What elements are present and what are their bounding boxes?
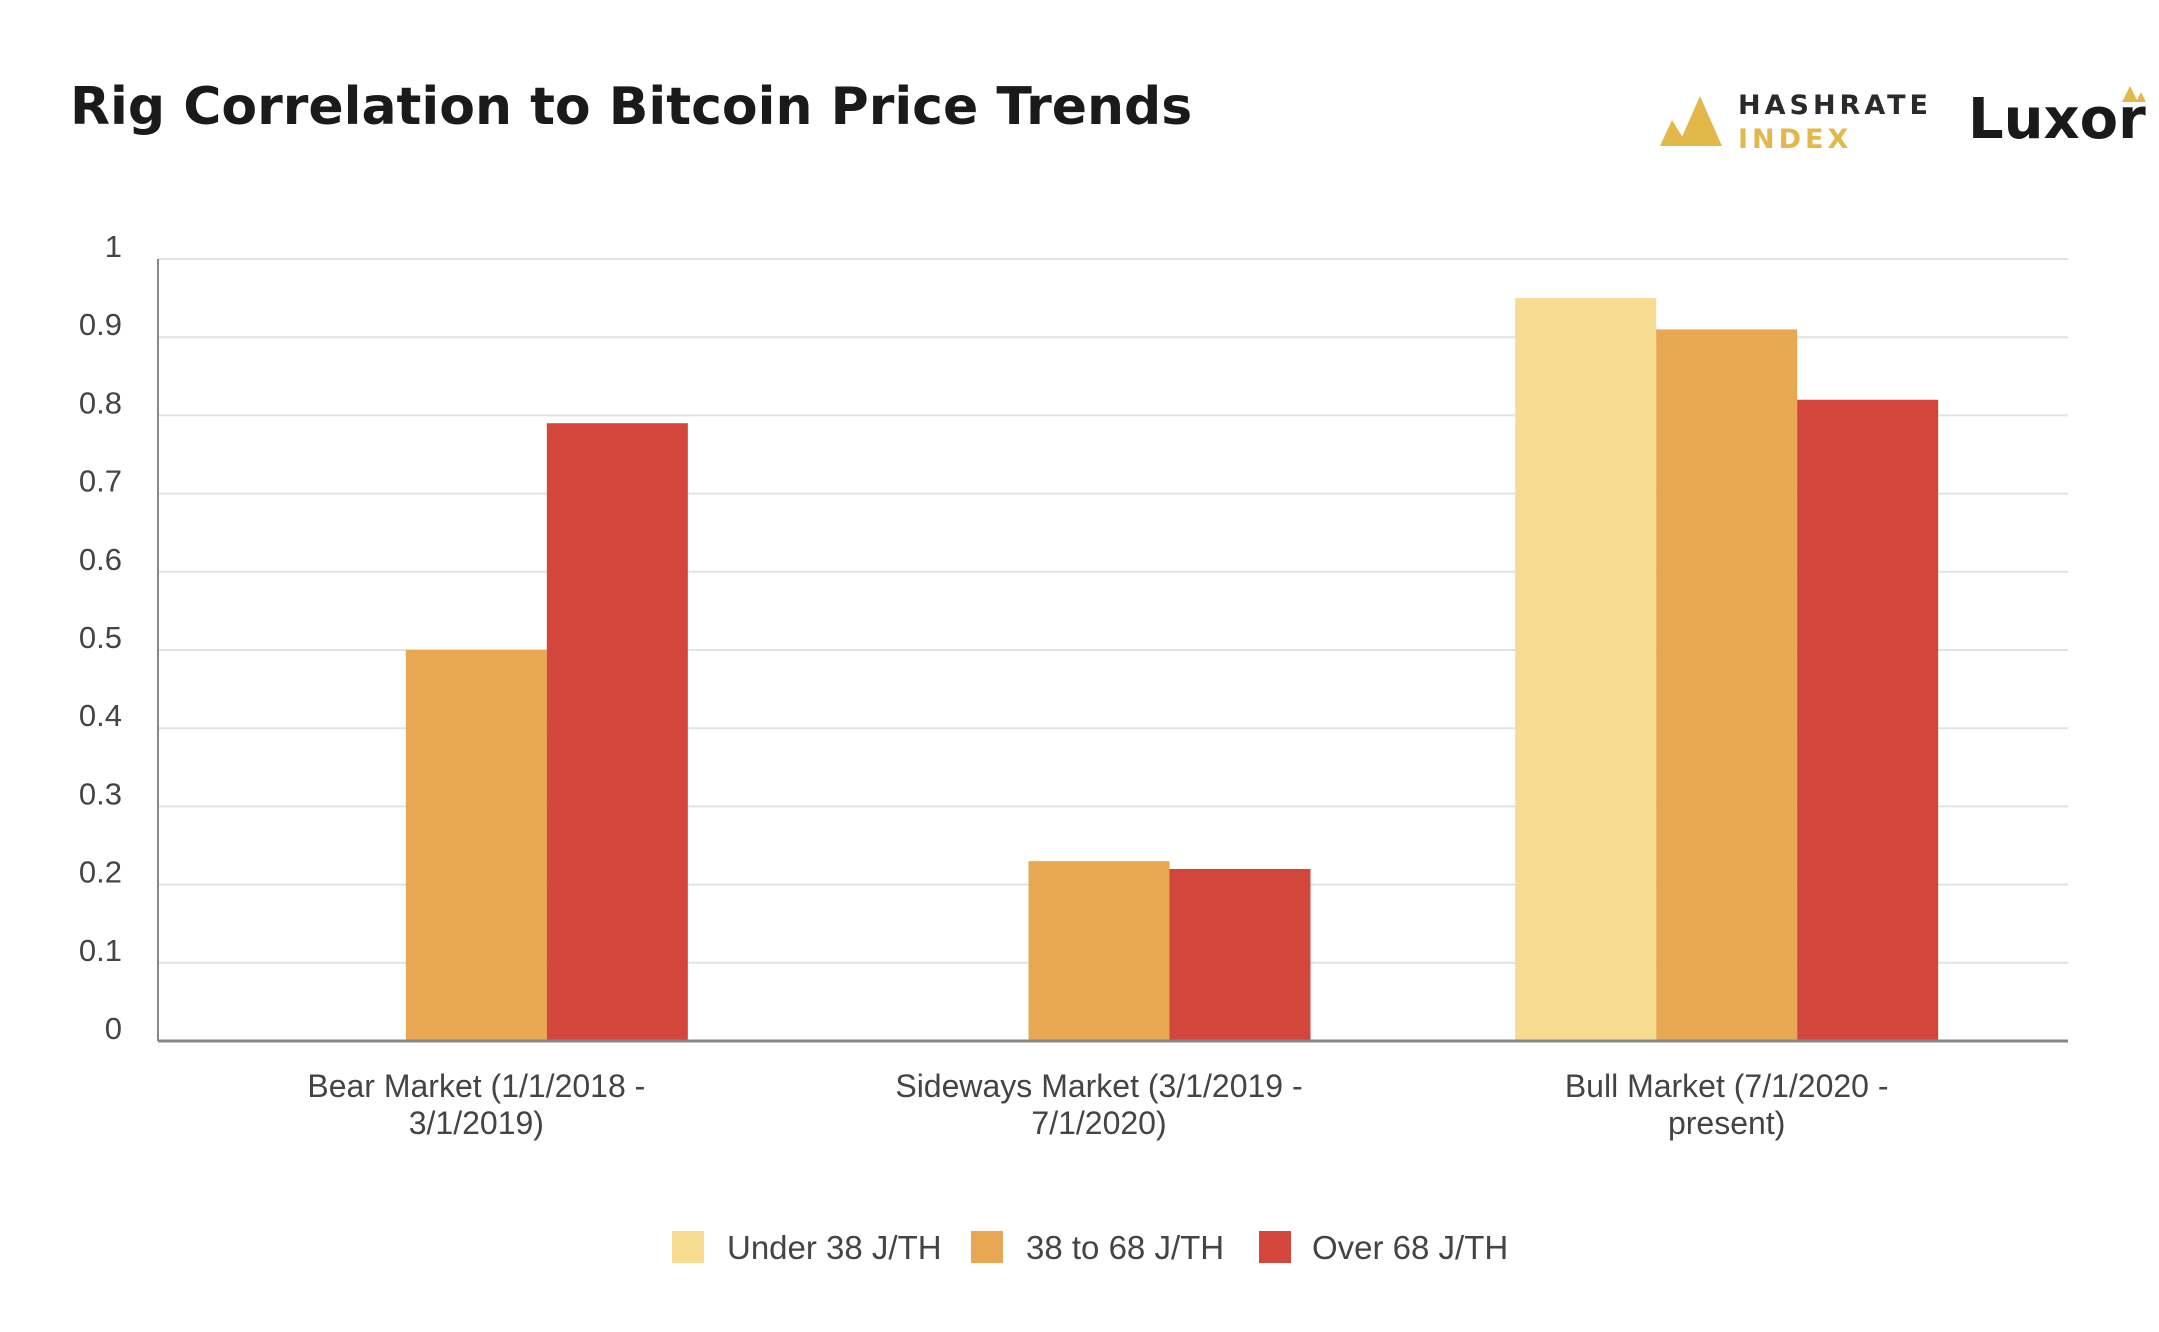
y-tick-label: 0.9	[79, 307, 122, 342]
bar-over-68-j-th-3	[1797, 399, 1939, 1041]
brand-luxor-text: Luxor	[1968, 87, 2146, 152]
hashrate-logo-icon	[1660, 96, 1722, 146]
brand-hashrate-text: HASHRATE	[1738, 90, 1932, 121]
y-tick-label: 0	[105, 1011, 122, 1046]
luxor-logo: Luxor	[1968, 86, 2146, 152]
bar-under-38-j-th-3	[1515, 298, 1657, 1042]
y-tick-label: 0.1	[79, 933, 122, 968]
y-tick-label: 0.5	[79, 620, 122, 655]
bar-over-68-j-th-2	[1169, 868, 1311, 1041]
legend-label: 38 to 68 J/TH	[1026, 1229, 1224, 1266]
x-category-label: 7/1/2020)	[1031, 1105, 1166, 1141]
bar-38-to-68-j-th-1	[405, 650, 547, 1041]
legend-label: Under 38 J/TH	[727, 1229, 942, 1266]
x-category-label: present)	[1668, 1105, 1785, 1141]
x-axis-labels: Bear Market (1/1/2018 -3/1/2019) Sideways…	[307, 1068, 1888, 1141]
y-tick-label: 0.8	[79, 385, 122, 420]
legend-swatch	[1259, 1231, 1291, 1263]
y-tick-label: 0.6	[79, 542, 122, 577]
y-axis-ticks: 0 0.1 0.2 0.3 0.4 0.5 0.6 0.7 0.8 0.9 1	[79, 229, 122, 1046]
hashrate-index-logo: HASHRATE INDEX	[1660, 90, 1932, 155]
bars	[405, 298, 1939, 1042]
y-tick-label: 0.7	[79, 464, 122, 499]
y-tick-label: 0.4	[79, 698, 122, 733]
luxor-logo-icon	[2122, 86, 2138, 102]
legend-swatch	[971, 1231, 1003, 1263]
y-tick-label: 0.2	[79, 855, 122, 890]
bar-38-to-68-j-th-2	[1028, 861, 1170, 1041]
x-category-label: Bear Market (1/1/2018 -	[307, 1068, 645, 1104]
x-category-label: Sideways Market (3/1/2019 -	[895, 1068, 1302, 1104]
legend-swatch	[672, 1231, 704, 1263]
legend: Under 38 J/TH 38 to 68 J/TH Over 68 J/TH	[672, 1229, 1508, 1266]
y-tick-label: 1	[105, 229, 122, 264]
legend-label: Over 68 J/TH	[1312, 1229, 1508, 1266]
x-category-label: 3/1/2019)	[409, 1105, 544, 1141]
luxor-logo-icon-small	[2136, 92, 2146, 102]
bar-over-68-j-th-1	[546, 423, 688, 1042]
y-tick-label: 0.3	[79, 776, 122, 811]
chart-title: Rig Correlation to Bitcoin Price Trends	[70, 77, 1192, 137]
x-category-label: Bull Market (7/1/2020 -	[1565, 1068, 1889, 1104]
bar-38-to-68-j-th-3	[1656, 329, 1798, 1041]
brand-index-text: INDEX	[1738, 124, 1852, 155]
